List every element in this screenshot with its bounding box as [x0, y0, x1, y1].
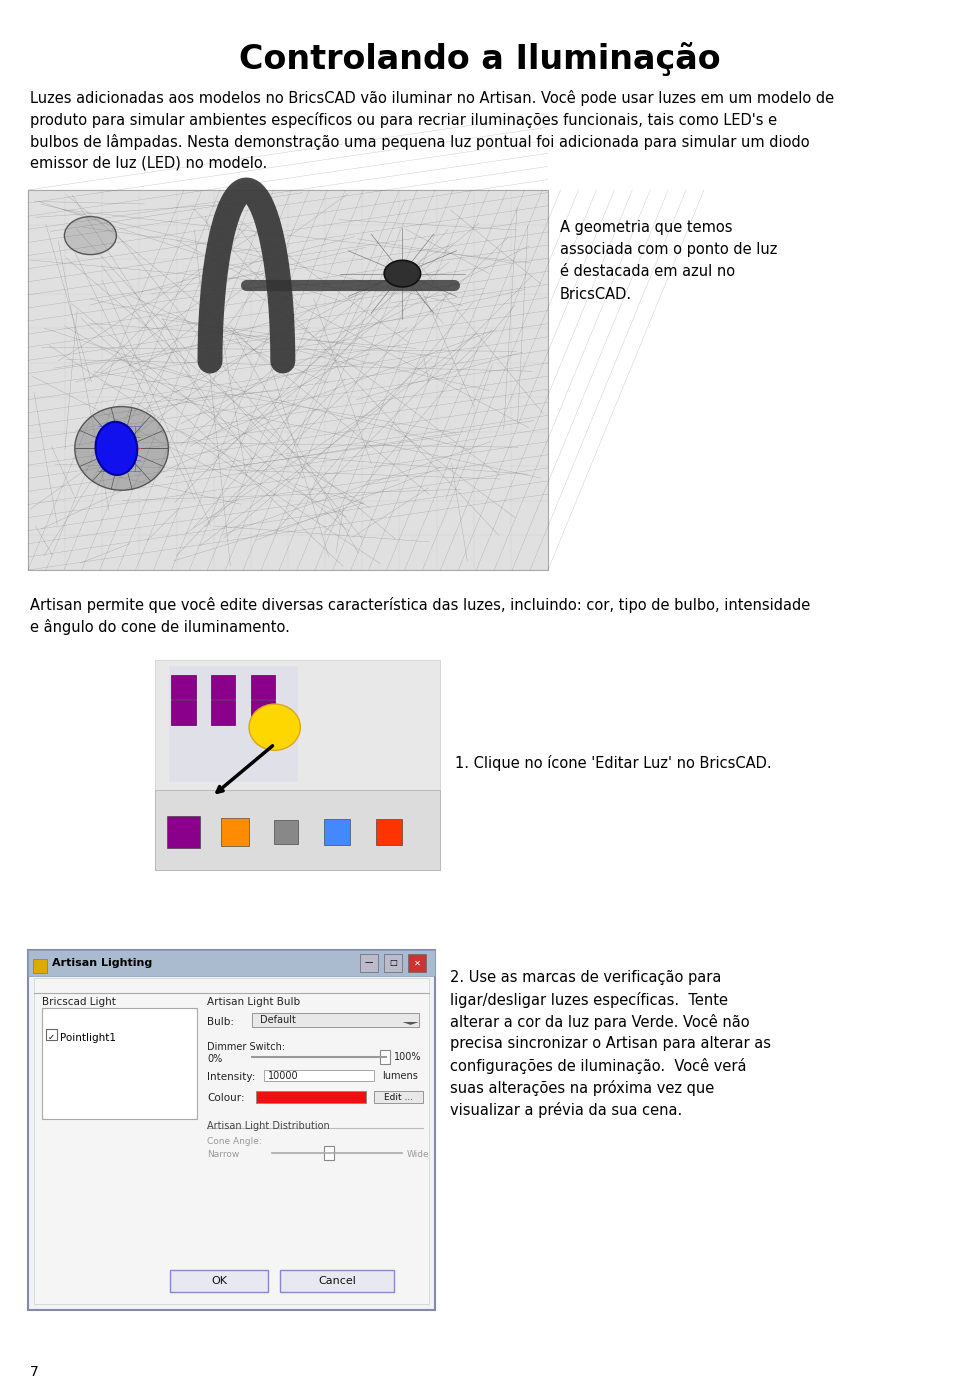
Text: 100%: 100% — [395, 1051, 421, 1063]
Ellipse shape — [75, 407, 168, 490]
Bar — [171, 1271, 268, 1292]
Bar — [374, 1092, 422, 1103]
Bar — [42, 1007, 197, 1120]
Text: Cancel: Cancel — [319, 1276, 356, 1286]
Text: Pointlight1: Pointlight1 — [60, 1033, 116, 1043]
Bar — [256, 1092, 366, 1103]
Text: Controlando a Iluminação: Controlando a Iluminação — [239, 42, 721, 76]
Text: Artisan Lighting: Artisan Lighting — [52, 958, 153, 968]
Text: A geometria que temos
associada com o ponto de luz
é destacada em azul no
BricsC: A geometria que temos associada com o po… — [560, 219, 778, 301]
Bar — [384, 954, 402, 972]
Text: Bulb:: Bulb: — [207, 1017, 234, 1026]
Bar — [28, 950, 435, 1310]
Text: 0%: 0% — [207, 1054, 223, 1064]
Text: —: — — [365, 958, 373, 968]
Bar — [28, 190, 548, 569]
Text: Colour:: Colour: — [207, 1093, 245, 1103]
Text: Luzes adicionadas aos modelos no BricsCAD vão iluminar no Artisan. Você pode usa: Luzes adicionadas aos modelos no BricsCA… — [30, 90, 834, 169]
Polygon shape — [402, 1022, 419, 1025]
Bar — [155, 790, 440, 870]
Text: 10000: 10000 — [268, 1071, 299, 1081]
Bar — [46, 1029, 57, 1040]
Text: OK: OK — [211, 1276, 228, 1286]
Text: ✓: ✓ — [47, 1033, 55, 1042]
Bar — [34, 978, 429, 1304]
Text: Artisan Light Distribution: Artisan Light Distribution — [207, 1121, 330, 1132]
Ellipse shape — [249, 704, 300, 750]
Text: Artisan Light Bulb: Artisan Light Bulb — [207, 997, 300, 1007]
Text: lumens: lumens — [382, 1071, 418, 1081]
Text: Artisan permite que você edite diversas característica das luzes, incluindo: cor: Artisan permite que você edite diversas … — [30, 597, 810, 635]
Bar — [408, 954, 426, 972]
Bar — [324, 1146, 334, 1160]
Bar — [252, 1014, 419, 1026]
Text: Narrow: Narrow — [207, 1150, 239, 1158]
Bar — [155, 660, 440, 870]
Text: 2. Use as marcas de verificação para
ligar/desligar luzes específicas.  Tente
al: 2. Use as marcas de verificação para lig… — [450, 970, 771, 1118]
Text: ✕: ✕ — [414, 958, 420, 968]
Bar — [380, 1050, 390, 1064]
Ellipse shape — [384, 260, 420, 288]
Ellipse shape — [64, 217, 116, 254]
Text: 7: 7 — [30, 1365, 38, 1379]
Text: Bricscad Light: Bricscad Light — [42, 997, 116, 1007]
Text: Wide: Wide — [406, 1150, 429, 1158]
Text: Cone Angle:: Cone Angle: — [207, 1138, 262, 1146]
Bar — [280, 1271, 395, 1292]
Bar — [169, 667, 298, 782]
Bar — [33, 958, 47, 972]
Bar — [264, 1070, 374, 1082]
Bar — [28, 950, 435, 976]
Text: 1. Clique no ícone 'Editar Luz' no BricsCAD.: 1. Clique no ícone 'Editar Luz' no Brics… — [455, 756, 772, 771]
Text: Default: Default — [260, 1015, 296, 1025]
Text: □: □ — [389, 958, 396, 968]
Bar — [360, 954, 378, 972]
Ellipse shape — [96, 422, 137, 475]
Text: Intensity:: Intensity: — [207, 1072, 255, 1082]
Text: Dimmer Switch:: Dimmer Switch: — [207, 1042, 285, 1053]
Text: Edit ...: Edit ... — [384, 1093, 413, 1101]
